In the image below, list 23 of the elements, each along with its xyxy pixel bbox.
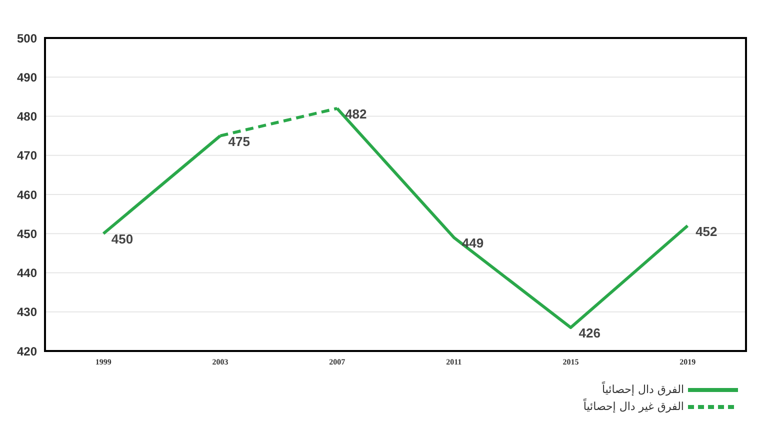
y-tick-label: 460 xyxy=(16,188,38,202)
y-tick-label: 420 xyxy=(16,344,38,358)
y-tick-label: 480 xyxy=(16,110,38,124)
y-tick-label: 430 xyxy=(16,305,38,320)
data-label: 450 xyxy=(111,232,134,247)
data-label: 482 xyxy=(345,106,367,122)
legend-label: الفرق غير دال إحصائياً xyxy=(583,400,684,413)
x-tick-label: 2003 xyxy=(212,358,228,367)
x-tick-label: 2011 xyxy=(446,358,462,367)
data-label: 475 xyxy=(228,134,250,149)
x-tick-label: 2015 xyxy=(562,358,579,367)
x-tick-label: 2007 xyxy=(329,358,346,367)
data-label: 452 xyxy=(696,224,718,239)
y-tick-label: 470 xyxy=(16,148,38,163)
data-label: 449 xyxy=(462,236,484,251)
legend-label: الفرق دال إحصائياً xyxy=(602,383,684,396)
x-tick-label: 1999 xyxy=(95,358,112,367)
y-tick-label: 440 xyxy=(16,266,38,280)
y-tick-label: 450 xyxy=(16,226,38,241)
data-label: 426 xyxy=(578,326,600,341)
y-tick-label: 490 xyxy=(16,70,38,84)
x-tick-label: 2019 xyxy=(680,358,696,367)
y-tick-label: 500 xyxy=(16,31,38,46)
